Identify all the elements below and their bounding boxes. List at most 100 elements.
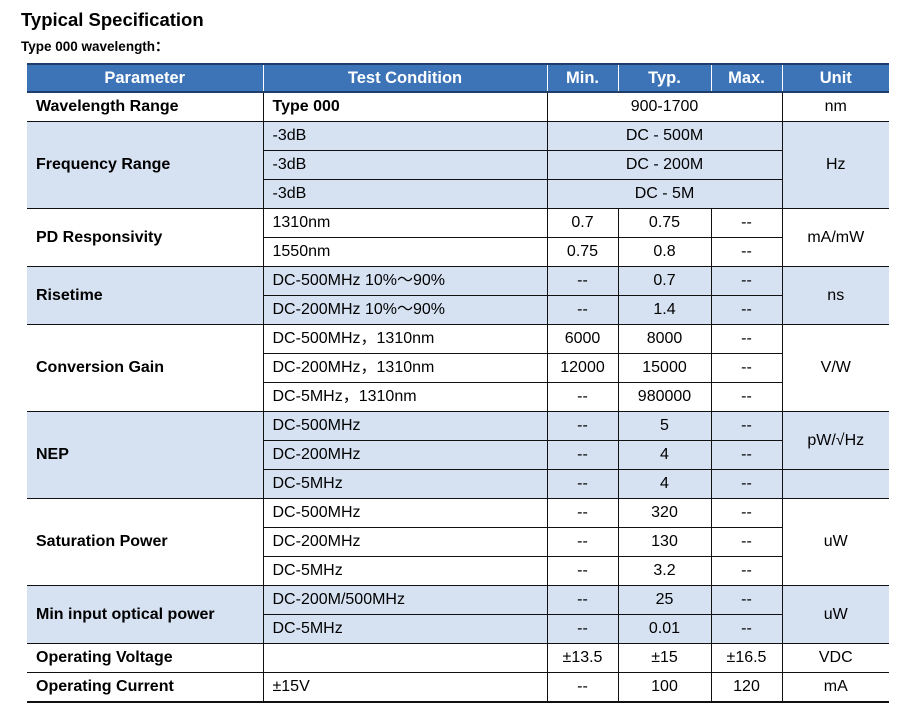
max-gain-3: -- <box>710 382 782 412</box>
unit-wavelength: nm <box>781 91 889 122</box>
param-wavelength-range: Wavelength Range <box>27 91 264 122</box>
param-conversion-gain: Conversion Gain <box>27 324 264 412</box>
row-nep: NEP DC-500MHz -- 5 -- pW/√Hz <box>27 411 889 499</box>
cond-gain-1: DC-500MHz，1310nm <box>262 324 548 354</box>
typ-gain-3: 980000 <box>617 382 712 412</box>
row-operating-voltage: Operating Voltage ±13.5 ±15 ±16.5 VDC <box>27 643 889 673</box>
row-frequency-range: -3dB DC - 200M <box>27 150 889 180</box>
param-risetime: Risetime <box>27 266 264 325</box>
max-gain-2: -- <box>710 353 782 383</box>
max-current: 120 <box>710 672 783 703</box>
row-operating-current: Operating Current ±15V -- 100 120 mA <box>27 672 889 703</box>
param-min-input-power: Min input optical power <box>27 585 264 644</box>
typ-responsivity-2: 0.8 <box>617 237 712 267</box>
cond-min-input-2: DC-5MHz <box>263 614 548 644</box>
cond-nep-3: DC-5MHz <box>263 469 548 499</box>
min-saturation-2: -- <box>546 527 619 557</box>
cond-nep-2: DC-200MHz <box>263 440 548 470</box>
typ-current: 100 <box>617 672 712 703</box>
min-nep-3: -- <box>546 469 619 499</box>
value-frequency-1: DC - 500M <box>546 121 783 151</box>
header-min: Min. <box>546 63 618 93</box>
cond-risetime-1: DC-500MHz 10%～90% <box>262 266 548 296</box>
row-saturation-power: Saturation Power DC-500MHz -- 320 -- uW <box>27 498 889 586</box>
unit-nep: pW/√Hz <box>781 411 889 470</box>
typ-risetime-2: 1.4 <box>617 295 712 325</box>
unit-saturation: uW <box>781 498 889 586</box>
typ-responsivity-1: 0.75 <box>617 208 712 238</box>
cond-saturation-2: DC-200MHz <box>263 527 548 557</box>
max-saturation-1: -- <box>710 498 783 528</box>
row-conversion-gain: DC-5MHz，1310nm -- 980000 -- <box>27 382 889 412</box>
row-frequency-range: -3dB DC - 5M <box>27 179 889 209</box>
max-saturation-2: -- <box>710 527 782 557</box>
row-nep: DC-5MHz -- 4 -- <box>27 469 889 499</box>
section-subtitle: Type 000 wavelength： <box>21 39 169 54</box>
min-nep-2: -- <box>546 440 619 470</box>
cond-wavelength: Type 000 <box>262 91 548 122</box>
cond-saturation-3: DC-5MHz <box>263 556 548 586</box>
unit-frequency: Hz <box>781 121 889 209</box>
max-min-input-1: -- <box>710 585 783 615</box>
min-min-input-2: -- <box>546 614 619 644</box>
max-responsivity-1: -- <box>710 208 783 238</box>
value-frequency-2: DC - 200M <box>546 150 782 180</box>
unit-gain: V/W <box>781 324 889 412</box>
row-frequency-range: Frequency Range -3dB DC - 500M Hz <box>27 121 889 209</box>
value-wavelength: 900-1700 <box>546 91 783 122</box>
cond-responsivity-1: 1310nm <box>262 208 548 238</box>
max-voltage: ±16.5 <box>710 643 783 673</box>
min-responsivity-1: 0.7 <box>546 208 619 238</box>
max-risetime-1: -- <box>710 266 783 296</box>
typ-risetime-1: 0.7 <box>617 266 712 296</box>
param-operating-voltage: Operating Voltage <box>27 643 264 673</box>
typ-nep-3: 4 <box>617 469 712 499</box>
typ-saturation-1: 320 <box>617 498 712 528</box>
max-min-input-2: -- <box>710 614 782 644</box>
param-pd-responsivity: PD Responsivity <box>27 208 264 267</box>
header-unit: Unit <box>781 63 889 93</box>
row-conversion-gain: DC-200MHz，1310nm 12000 15000 -- <box>27 353 889 383</box>
min-current: -- <box>546 672 619 703</box>
typ-voltage: ±15 <box>617 643 712 673</box>
row-pd-responsivity: 1550nm 0.75 0.8 -- <box>27 237 889 267</box>
row-min-input-power: DC-5MHz -- 0.01 -- <box>27 614 889 644</box>
cond-voltage <box>262 643 548 673</box>
cond-risetime-2: DC-200MHz 10%～90% <box>263 295 548 325</box>
table-header-row: Parameter Test Condition Min. Typ. Max. … <box>27 63 889 93</box>
min-gain-2: 12000 <box>546 353 619 383</box>
header-typ: Typ. <box>617 63 711 93</box>
param-operating-current: Operating Current <box>27 672 264 703</box>
min-risetime-2: -- <box>546 295 619 325</box>
param-nep: NEP <box>27 411 264 499</box>
max-responsivity-2: -- <box>710 237 782 267</box>
typ-saturation-3: 3.2 <box>617 556 712 586</box>
max-gain-1: -- <box>710 324 783 354</box>
row-pd-responsivity: PD Responsivity 1310nm 0.7 0.75 -- mA/mW <box>27 208 889 267</box>
cond-frequency-1: -3dB <box>262 121 548 151</box>
min-nep-1: -- <box>546 411 619 441</box>
unit-min-input: uW <box>781 585 889 644</box>
min-saturation-1: -- <box>546 498 619 528</box>
cond-gain-2: DC-200MHz，1310nm <box>263 353 548 383</box>
typ-nep-2: 4 <box>617 440 712 470</box>
header-parameter: Parameter <box>27 63 263 93</box>
typ-nep-1: 5 <box>617 411 712 441</box>
cond-min-input-1: DC-200M/500MHz <box>262 585 548 615</box>
max-nep-2: -- <box>710 440 782 470</box>
typ-min-input-1: 25 <box>617 585 712 615</box>
min-responsivity-2: 0.75 <box>546 237 619 267</box>
row-risetime: Risetime DC-500MHz 10%～90% -- 0.7 -- ns <box>27 266 889 325</box>
row-nep: DC-200MHz -- 4 -- <box>27 440 889 470</box>
min-risetime-1: -- <box>546 266 619 296</box>
max-nep-3: -- <box>710 469 783 499</box>
specification-table: Parameter Test Condition Min. Typ. Max. … <box>27 63 889 703</box>
row-conversion-gain: Conversion Gain DC-500MHz，1310nm 6000 80… <box>27 324 889 412</box>
unit-nep-empty <box>781 469 889 499</box>
min-min-input-1: -- <box>546 585 619 615</box>
typ-gain-2: 15000 <box>617 353 712 383</box>
value-frequency-3: DC - 5M <box>546 179 782 209</box>
param-frequency-range: Frequency Range <box>27 121 264 209</box>
typ-min-input-2: 0.01 <box>617 614 712 644</box>
min-gain-3: -- <box>546 382 619 412</box>
